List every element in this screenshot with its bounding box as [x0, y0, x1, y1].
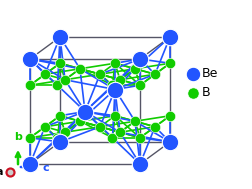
Point	[43, 73, 47, 76]
Point	[137, 57, 141, 60]
Point	[167, 62, 171, 65]
Point	[110, 84, 114, 87]
Text: B: B	[201, 87, 210, 99]
Point	[8, 170, 12, 174]
Point	[43, 125, 47, 128]
Point	[28, 163, 32, 166]
Point	[113, 62, 117, 65]
Point	[98, 125, 102, 128]
Point	[58, 36, 62, 39]
Text: b: b	[14, 132, 22, 142]
Point	[28, 136, 32, 139]
Point	[58, 62, 62, 65]
Point	[152, 73, 156, 76]
Point	[78, 67, 82, 70]
Point	[133, 67, 137, 70]
Point	[167, 140, 171, 143]
Point	[113, 114, 117, 117]
Point	[78, 120, 82, 123]
Point	[8, 170, 12, 174]
Point	[28, 57, 32, 60]
Text: Be: Be	[201, 67, 217, 81]
Point	[58, 140, 62, 143]
Point	[55, 136, 59, 139]
Point	[167, 36, 171, 39]
Text: c: c	[43, 163, 49, 173]
Point	[152, 125, 156, 128]
Point	[117, 131, 121, 134]
Point	[190, 73, 194, 76]
Point	[117, 78, 121, 81]
Text: a: a	[0, 167, 3, 177]
Point	[137, 84, 141, 87]
Point	[137, 136, 141, 139]
Point	[63, 131, 67, 134]
Point	[55, 84, 59, 87]
Point	[167, 114, 171, 117]
Point	[137, 163, 141, 166]
Point	[110, 136, 114, 139]
Point	[113, 88, 117, 91]
Point	[58, 114, 62, 117]
Point	[63, 78, 67, 81]
Point	[28, 84, 32, 87]
Point	[83, 110, 87, 113]
Point	[133, 120, 137, 123]
Point	[98, 73, 102, 76]
Point	[190, 91, 194, 94]
